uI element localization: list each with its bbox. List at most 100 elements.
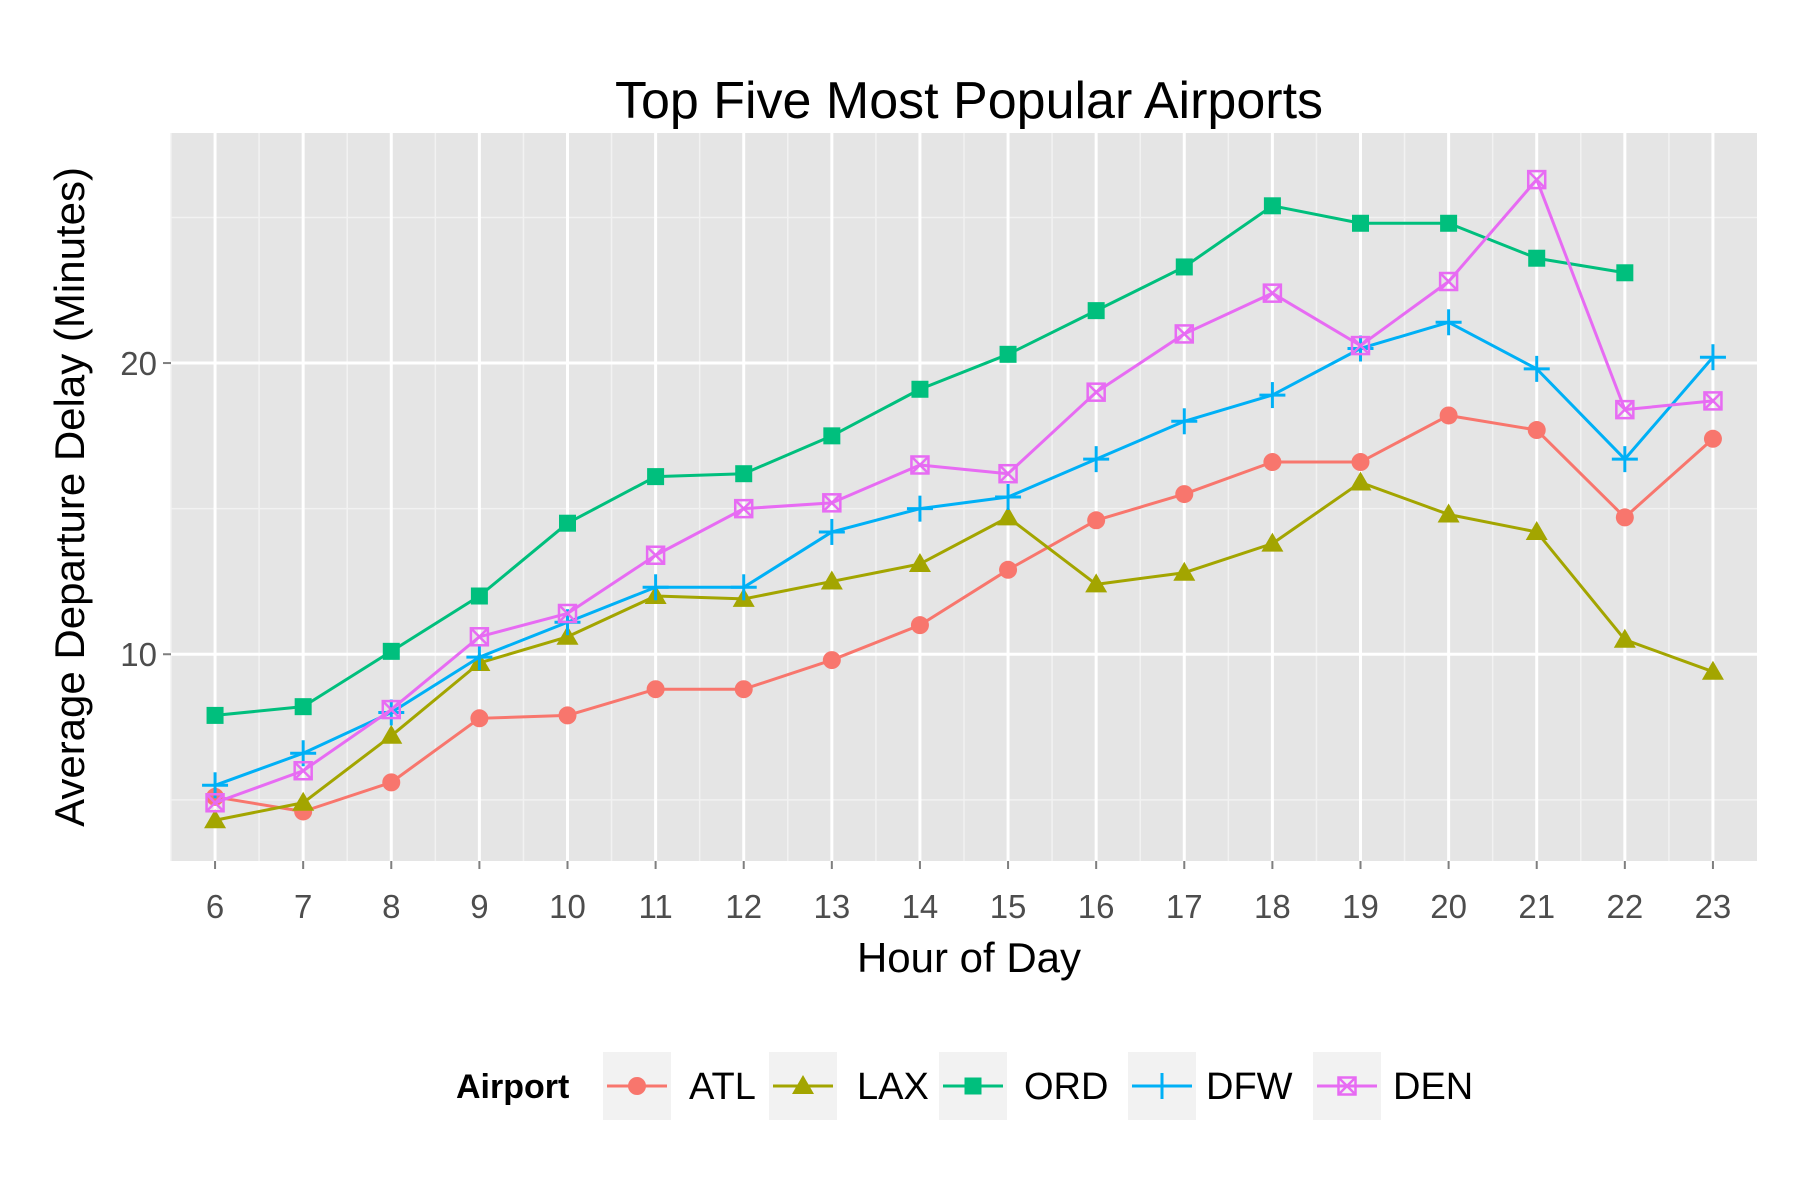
point-den-10 [557, 603, 578, 624]
point-lax-7 [292, 791, 315, 811]
x-tick-label: 16 [1078, 888, 1115, 925]
x-tick-label: 17 [1166, 888, 1203, 925]
point-atl-8 [382, 773, 401, 792]
point-dfw-17 [1171, 408, 1198, 435]
point-atl-15 [999, 560, 1018, 579]
x-tick-label: 7 [294, 888, 312, 925]
legend-label-atl: ATL [689, 1066, 756, 1108]
point-ord-12 [735, 465, 753, 483]
point-atl-10 [558, 706, 577, 725]
point-den-17 [1174, 324, 1195, 344]
point-lax-13 [820, 570, 843, 590]
legend: Airport ATL LAX ORD DFW DEN [456, 1052, 1473, 1120]
point-lax-15 [997, 506, 1020, 526]
legend-key-marker-den [1337, 1076, 1357, 1096]
point-dfw-20 [1435, 309, 1462, 336]
series-ord [206, 197, 1634, 724]
point-den-7 [293, 760, 313, 781]
axis-ticks: 6 7 8 9 10 11 12 13 14 15 16 17 18 19 20 21 22 23 10 20 [120, 345, 1731, 925]
point-atl-9 [470, 709, 489, 728]
point-den-12 [733, 498, 754, 519]
point-lax-17 [1173, 561, 1196, 581]
series-line-lax [214, 480, 1714, 822]
point-lax-10 [556, 625, 579, 645]
point-ord-8 [382, 642, 400, 660]
legend-item-dfw: DFW [1128, 1052, 1293, 1120]
point-lax-20 [1437, 503, 1460, 523]
point-den-11 [645, 545, 666, 565]
point-lax-16 [1085, 573, 1108, 593]
legend-key-marker-ord [964, 1077, 982, 1095]
x-tick-label: 12 [725, 888, 762, 925]
point-lax-14 [908, 552, 931, 572]
point-den-9 [469, 627, 490, 647]
series-line-atl [214, 413, 1714, 813]
point-dfw-23 [1699, 344, 1726, 371]
point-dfw-12 [730, 574, 757, 601]
legend-key-marker-atl [628, 1077, 646, 1095]
legend-label-lax: LAX [857, 1066, 929, 1108]
point-ord-6 [206, 706, 224, 724]
point-den-6 [205, 793, 225, 813]
point-dfw-16 [1083, 446, 1110, 473]
point-dfw-18 [1259, 382, 1286, 409]
point-dfw-11 [642, 574, 669, 601]
point-ord-16 [1087, 302, 1105, 320]
grid-lines [170, 133, 1757, 861]
x-tick-label: 22 [1606, 888, 1643, 925]
legend-item-ord: ORD [939, 1052, 1108, 1120]
y-tick-label: 10 [120, 636, 157, 673]
legend-item-lax: LAX [769, 1052, 929, 1120]
legend-item-atl: ATL [603, 1052, 756, 1120]
point-atl-22 [1615, 508, 1634, 527]
point-ord-11 [647, 468, 665, 486]
point-lax-21 [1525, 520, 1548, 540]
legend-label-ord: ORD [1024, 1066, 1108, 1108]
point-dfw-9 [466, 644, 493, 671]
point-den-8 [381, 699, 402, 720]
point-lax-22 [1613, 628, 1636, 648]
series-lines [202, 169, 1726, 829]
point-ord-7 [294, 698, 312, 716]
x-tick-label: 18 [1254, 888, 1291, 925]
point-ord-20 [1440, 214, 1458, 232]
point-den-18 [1262, 283, 1283, 303]
point-den-15 [998, 463, 1018, 484]
legend-key-marker-lax [792, 1075, 814, 1094]
point-den-19 [1350, 335, 1371, 356]
point-den-13 [822, 493, 842, 513]
series-den [205, 169, 1723, 813]
point-ord-9 [470, 587, 488, 605]
legend-key-marker-dfw [1149, 1073, 1175, 1099]
point-dfw-15 [995, 484, 1022, 510]
point-atl-19 [1351, 453, 1370, 472]
point-den-16 [1086, 382, 1106, 402]
point-ord-10 [559, 514, 576, 532]
point-ord-14 [911, 380, 929, 398]
series-line-dfw [214, 320, 1715, 787]
y-tick-label: 20 [120, 345, 157, 382]
point-lax-19 [1349, 471, 1372, 491]
point-atl-23 [1703, 429, 1722, 448]
point-den-23 [1703, 391, 1723, 411]
point-dfw-13 [818, 518, 845, 545]
x-tick-label: 15 [990, 888, 1027, 925]
x-tick-label: 10 [549, 888, 586, 925]
series-dfw [202, 309, 1726, 799]
series-atl [206, 406, 1722, 821]
x-tick-label: 14 [902, 888, 939, 925]
point-lax-23 [1701, 660, 1724, 680]
x-tick-label: 23 [1695, 888, 1732, 925]
series-lax [204, 471, 1724, 829]
point-ord-18 [1263, 197, 1281, 215]
point-atl-17 [1175, 485, 1194, 504]
point-atl-14 [910, 616, 929, 635]
point-dfw-14 [906, 495, 933, 522]
point-ord-19 [1352, 214, 1369, 232]
legend-title: Airport [456, 1068, 569, 1106]
x-tick-label: 21 [1518, 888, 1555, 925]
x-axis-title: Hour of Day [857, 934, 1081, 981]
point-atl-18 [1263, 453, 1282, 472]
point-dfw-21 [1523, 355, 1550, 382]
chart-title: Top Five Most Popular Airports [615, 72, 1323, 130]
